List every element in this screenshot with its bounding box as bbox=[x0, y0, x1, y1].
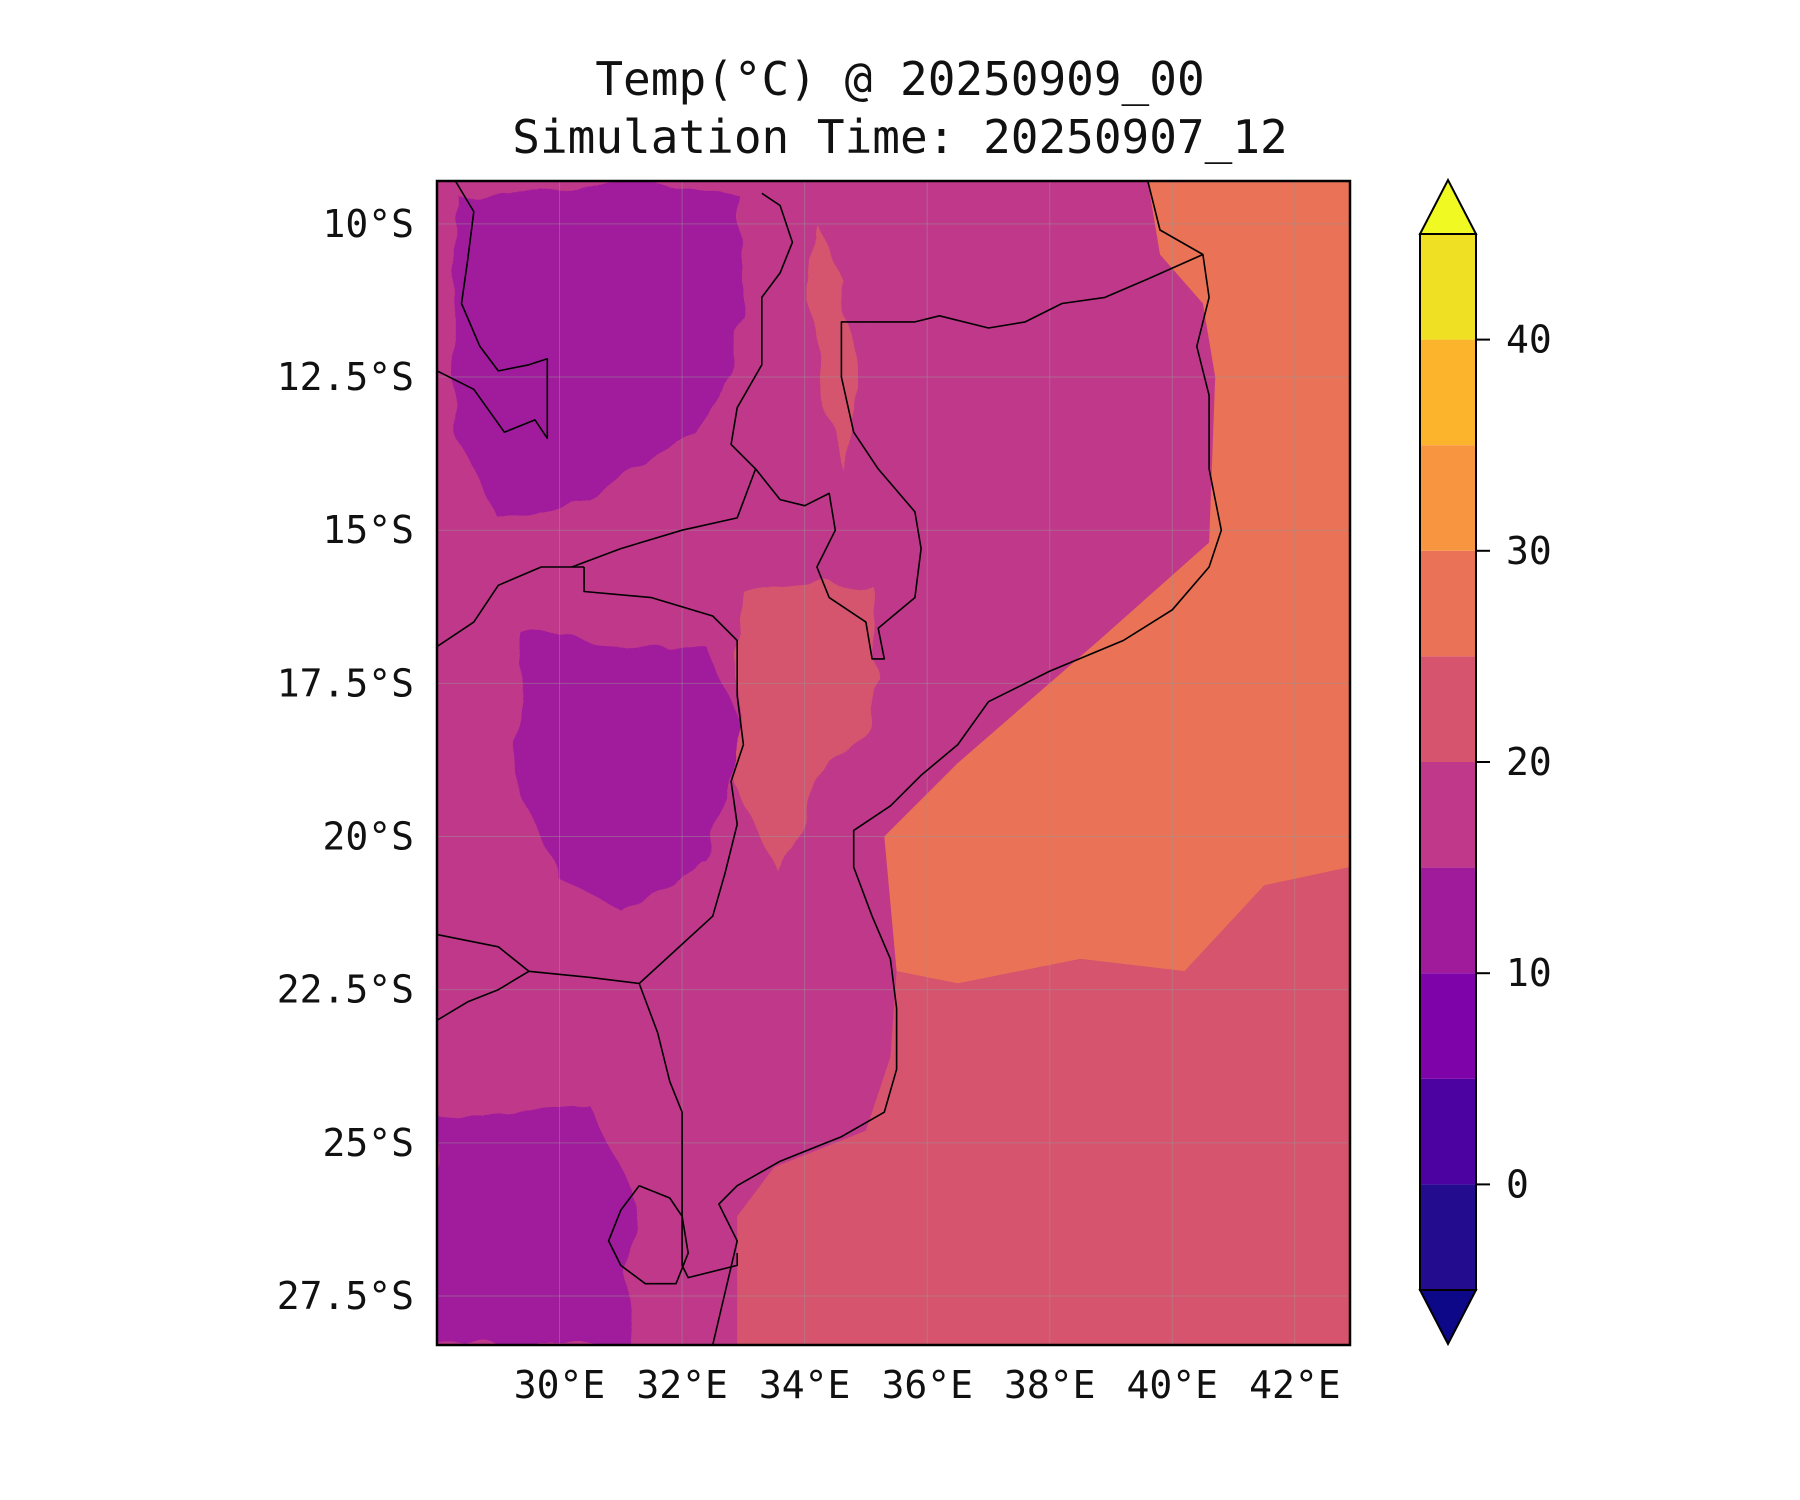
colorbar: 0 10 20 30 40 bbox=[1418, 177, 1552, 1347]
map-area bbox=[437, 181, 1350, 1345]
title-line-1: Temp(°C) @ 20250909_00 bbox=[595, 52, 1205, 106]
region-ocean-north bbox=[884, 181, 1350, 984]
y-tick-label: 12.5°S bbox=[277, 355, 414, 399]
colorbar-extend-max bbox=[1418, 177, 1478, 235]
colorbar-level bbox=[1420, 1184, 1476, 1290]
border-eswatini bbox=[607, 1184, 690, 1285]
y-tick-label: 15°S bbox=[322, 508, 414, 552]
region-south-africa-cool bbox=[437, 1106, 634, 1345]
title-line-2: Simulation Time: 20250907_12 bbox=[512, 110, 1288, 164]
y-tick-label: 17.5°S bbox=[277, 661, 414, 705]
border-coastline bbox=[711, 181, 1223, 1345]
region-ocean-south bbox=[737, 867, 1350, 1345]
border-zambia-moz-zim bbox=[571, 468, 757, 568]
y-axis-ticks: 10°S 12.5°S 15°S 17.5°S 20°S 22.5°S 25°S 27.5°S bbox=[277, 202, 414, 1318]
colorbar-tick-label: 0 bbox=[1506, 1162, 1529, 1206]
region-north-moz-lowland bbox=[865, 285, 1197, 653]
colorbar-level bbox=[1420, 762, 1476, 868]
map-frame bbox=[435, 179, 1352, 1347]
colorbar-level bbox=[1420, 656, 1476, 762]
y-tick-label: 22.5°S bbox=[277, 968, 414, 1012]
region-malawi-lake-warm bbox=[810, 223, 854, 469]
country-borders bbox=[437, 181, 1223, 1345]
region-zambia-highland bbox=[455, 181, 744, 518]
x-tick-label: 32°E bbox=[636, 1363, 728, 1407]
border-kruger-border bbox=[638, 983, 739, 1279]
y-tick-label: 20°S bbox=[322, 815, 414, 859]
colorbar-tick-label: 30 bbox=[1506, 529, 1552, 573]
x-axis-ticks: 30°E 32°E 34°E 36°E 38°E 40°E 42°E bbox=[514, 1363, 1341, 1407]
x-tick-label: 34°E bbox=[759, 1363, 851, 1407]
colorbar-tick-label: 20 bbox=[1506, 740, 1552, 784]
colorbar-extend-min bbox=[1418, 1289, 1478, 1347]
y-tick-label: 10°S bbox=[322, 202, 414, 246]
border-moz-zim-east bbox=[583, 567, 745, 985]
x-tick-label: 38°E bbox=[1004, 1363, 1096, 1407]
chart-title: Temp(°C) @ 20250909_00 Simulation Time: … bbox=[0, 50, 1800, 166]
colorbar-level bbox=[1420, 867, 1476, 974]
y-tick-label: 25°S bbox=[322, 1121, 414, 1165]
x-tick-label: 42°E bbox=[1249, 1363, 1341, 1407]
colorbar-level bbox=[1420, 445, 1476, 551]
region-zimbabwe-plateau bbox=[516, 640, 738, 910]
colorbar-level bbox=[1420, 550, 1476, 657]
y-tick-label: 27.5°S bbox=[277, 1274, 414, 1318]
border-malawi-west bbox=[730, 192, 922, 660]
x-tick-label: 30°E bbox=[514, 1363, 606, 1407]
region-central-moz bbox=[731, 579, 885, 868]
gridlines bbox=[437, 181, 1350, 1345]
colorbar-level bbox=[1420, 339, 1476, 446]
colorbar-tick-label: 10 bbox=[1506, 951, 1552, 995]
border-sa-botswana bbox=[437, 970, 530, 1021]
border-tanzania-moz bbox=[865, 253, 1204, 329]
colorbar-level bbox=[1420, 973, 1476, 1079]
colorbar-level bbox=[1420, 1078, 1476, 1185]
colorbar-level bbox=[1420, 234, 1476, 340]
x-tick-label: 40°E bbox=[1127, 1363, 1219, 1407]
border-zambia-zim bbox=[437, 566, 585, 648]
temperature-regions bbox=[437, 181, 1350, 1345]
x-tick-label: 36°E bbox=[881, 1363, 973, 1407]
border-zambia-drc-west bbox=[437, 181, 549, 440]
colorbar-tick-label: 40 bbox=[1506, 318, 1552, 362]
